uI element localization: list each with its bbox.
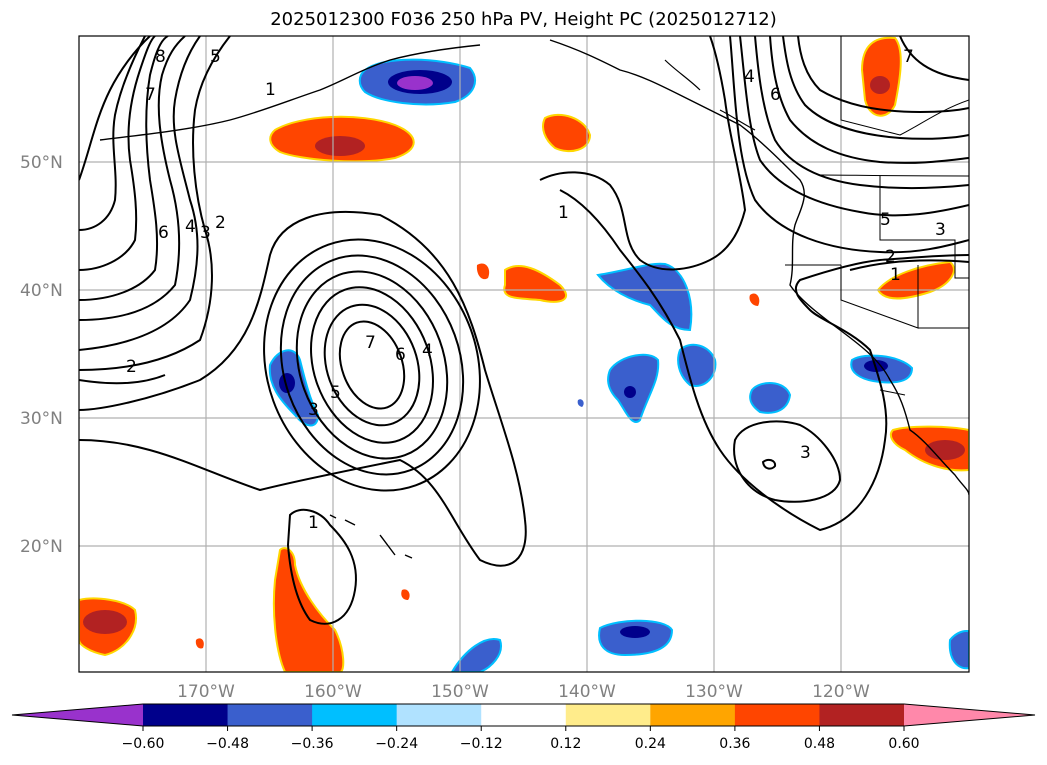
colorbar-tick-label: 0.48 (804, 736, 835, 752)
map-frame (78, 35, 970, 673)
contour-label: 1 (265, 80, 276, 100)
colorbar-segment (565, 704, 651, 726)
contour-label: 3 (800, 443, 811, 463)
lon-label: 170°W (177, 682, 235, 702)
lat-label: 50°N (20, 153, 63, 173)
lon-label: 120°W (812, 682, 870, 702)
colorbar-segment (227, 704, 313, 726)
contour-label: 3 (308, 400, 319, 420)
colorbar-segment (143, 704, 229, 726)
colorbar: −0.60 −0.48 −0.36 −0.24 −0.12 0.12 0.24 0.36 0.4… (11, 703, 1036, 752)
contour-label: 4 (422, 341, 433, 361)
colorbar-extend-low (12, 704, 143, 726)
contour-label: 7 (903, 47, 914, 67)
contour-label: 6 (158, 223, 169, 243)
coastlines (99, 36, 969, 559)
contour-label: 3 (935, 220, 946, 240)
contour-label: 7 (365, 333, 376, 353)
lat-label: 40°N (20, 281, 63, 301)
lon-label: 160°W (304, 682, 362, 702)
colorbar-segment (650, 704, 736, 726)
height-contours (79, 36, 969, 625)
contour-label: 1 (558, 203, 569, 223)
colorbar-tick-label: 0.60 (888, 736, 919, 752)
latitude-labels: 50°N 40°N 30°N 20°N (20, 153, 63, 557)
contour-label: 6 (395, 345, 406, 365)
colorbar-segment (396, 704, 482, 726)
colorbar-tick-label: 0.12 (550, 736, 581, 752)
pv-negative-areas (268, 58, 969, 672)
contour-label: 2 (126, 357, 137, 377)
longitude-labels: 170°W 160°W 150°W 140°W 130°W 120°W (177, 682, 870, 702)
lon-label: 140°W (558, 682, 616, 702)
colorbar-tick-label: −0.48 (206, 736, 249, 752)
lat-label: 30°N (20, 409, 63, 429)
colorbar-tick-label: −0.24 (375, 736, 418, 752)
colorbar-segment (819, 704, 905, 726)
map-background (79, 36, 969, 672)
colorbar-tick-label: −0.60 (122, 736, 165, 752)
colorbar-segment (481, 704, 567, 726)
lon-label: 150°W (431, 682, 489, 702)
colorbar-extend-high (904, 704, 1035, 726)
contour-label: 1 (890, 265, 901, 285)
contour-label: 4 (744, 67, 755, 87)
pv-positive-areas (79, 36, 969, 672)
lon-label: 130°W (685, 682, 743, 702)
map-title: 2025012300 F036 250 hPa PV, Height PC (2… (270, 9, 777, 30)
contour-label: 7 (145, 85, 156, 105)
contour-label: 5 (330, 383, 341, 403)
contour-label: 3 (200, 223, 211, 243)
contour-label: 5 (210, 47, 221, 67)
colorbar-tick-label: −0.36 (291, 736, 334, 752)
colorbar-tick-label: 0.24 (635, 736, 666, 752)
contour-label: 2 (215, 213, 226, 233)
contour-labels: 8 5 1 7 6 4 3 2 7 6 4 5 3 2 1 1 4 6 3 5 … (126, 47, 946, 533)
contour-label: 6 (770, 85, 781, 105)
colorbar-tick-label: 0.36 (719, 736, 750, 752)
lat-label: 20°N (20, 537, 63, 557)
contour-label: 1 (308, 513, 319, 533)
colorbar-segment (312, 704, 398, 726)
contour-label: 8 (155, 47, 166, 67)
contour-label: 5 (880, 210, 891, 230)
contour-label: 4 (185, 217, 196, 237)
colorbar-segment (734, 704, 820, 726)
contour-label: 2 (885, 247, 896, 267)
colorbar-tick-label: −0.12 (460, 736, 503, 752)
